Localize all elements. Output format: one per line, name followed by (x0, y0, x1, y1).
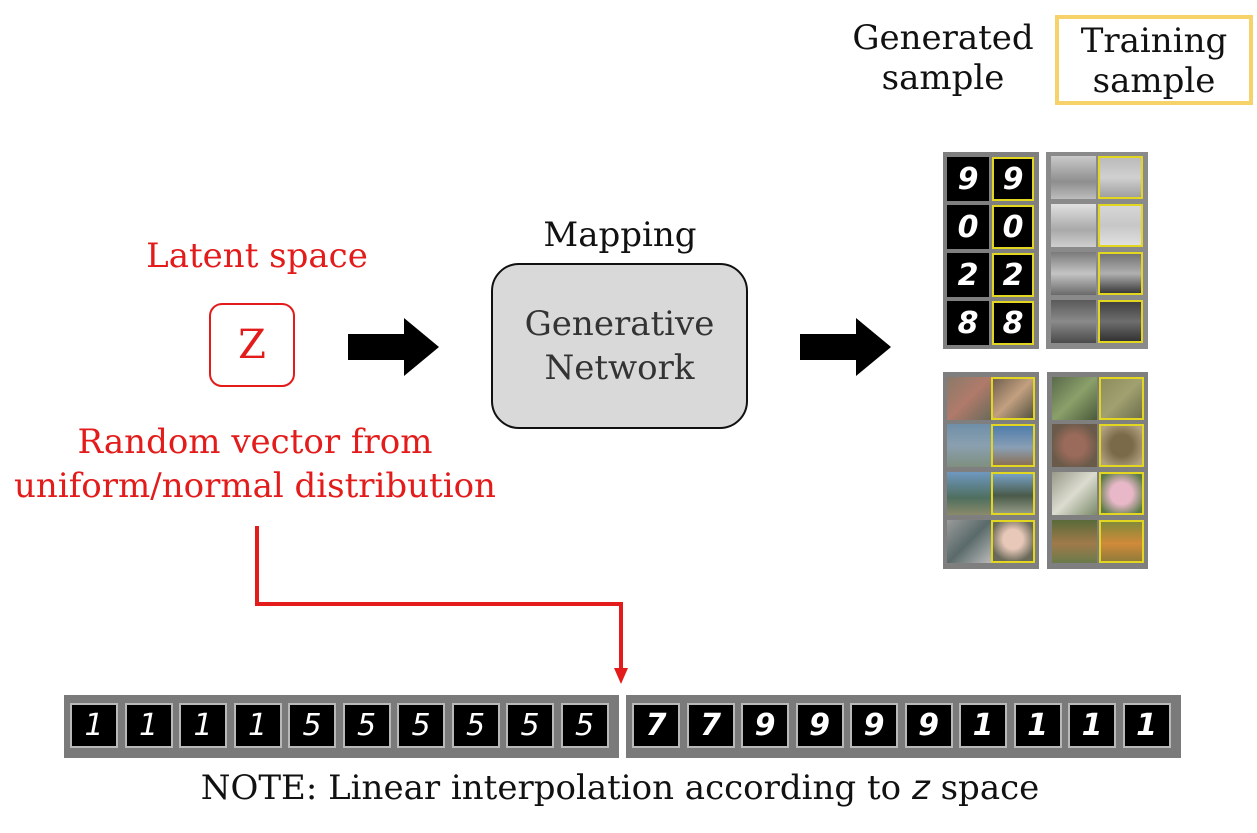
interpolation-digit-frame: 7 (686, 703, 735, 748)
face-image (1051, 252, 1096, 295)
cifar-image (991, 377, 1035, 420)
training-digit-image: 8 (992, 301, 1034, 345)
random-vector-from: from (340, 422, 433, 462)
interpolation-digit-frame: 5 (342, 703, 391, 748)
cifar-image (991, 520, 1035, 563)
training-digit-image: 9 (992, 157, 1034, 201)
arrow-right-icon (800, 318, 891, 376)
interpolation-digit-frame: 1 (70, 703, 118, 748)
face-image (1098, 252, 1143, 295)
generated-digit-image: 2 (947, 253, 989, 297)
cifar-image (991, 472, 1035, 515)
generated-legend-line1: Generated (852, 18, 1034, 58)
generative-network-box: Generative Network (491, 263, 748, 429)
generated-digit-image: 8 (947, 301, 989, 345)
z-vector-box: Z (209, 303, 295, 387)
network-line2: Network (544, 348, 695, 388)
cifar-image (1099, 472, 1144, 515)
z-symbol: Z (238, 322, 266, 368)
interpolation-digit-frame: 1 (1013, 703, 1062, 748)
training-legend-line2: sample (1092, 61, 1216, 101)
interpolation-digit-frame: 7 (632, 703, 680, 748)
face-image (1051, 204, 1096, 247)
cifar-image (947, 520, 991, 563)
cifar-image (947, 377, 991, 420)
note-z: z (911, 768, 930, 808)
cifar-image (947, 424, 991, 467)
arrow-right-icon (348, 318, 439, 376)
cifar-image (1052, 472, 1097, 515)
interpolation-digit-frame: 9 (741, 703, 789, 748)
face-image (1098, 204, 1143, 247)
interpolation-digit-frame: 1 (233, 703, 282, 748)
interpolation-digit-frame: 5 (560, 703, 609, 748)
random-vector-label: Random vector (77, 422, 341, 462)
generated-sample-legend: Generated sample (848, 18, 1038, 98)
face-image (1051, 300, 1096, 343)
generated-digit-image: 0 (947, 205, 989, 249)
distribution-text: uniform/normal distribution (14, 466, 496, 506)
cifar-image (1099, 377, 1144, 420)
interpolation-digit-frame: 5 (451, 703, 500, 748)
cifar-image (1052, 520, 1097, 563)
interpolation-digit-frame: 1 (959, 703, 1007, 748)
interpolation-digit-frame: 5 (506, 703, 554, 748)
training-legend-line1: Training (1080, 21, 1228, 61)
interpolation-digit-frame: 5 (288, 703, 336, 748)
face-sample-panel (1046, 152, 1148, 349)
cifar-image (1052, 424, 1097, 467)
interpolation-digit-frame: 1 (124, 703, 173, 748)
mapping-label: Mapping (543, 215, 697, 255)
training-digit-image: 2 (992, 253, 1034, 297)
cifar-image (1099, 424, 1144, 467)
interpolation-digit-frame: 1 (1122, 703, 1171, 748)
cifar-image (947, 472, 991, 515)
interpolation-digit-frame: 9 (795, 703, 844, 748)
interpolation-note: NOTE: Linear interpolation according to … (0, 768, 1240, 808)
network-line1: Generative (524, 304, 715, 344)
interpolation-digit-frame: 1 (1068, 703, 1116, 748)
interpolation-connector-arrow (255, 526, 628, 684)
note-suffix: space (929, 768, 1040, 808)
generated-legend-line2: sample (881, 58, 1005, 98)
cifar-image (1052, 377, 1097, 420)
interpolation-digit-frame: 9 (904, 703, 953, 748)
interpolation-digit-frame: 5 (397, 703, 445, 748)
generated-digit-image: 9 (947, 157, 989, 201)
face-image (1098, 156, 1143, 199)
interpolation-digit-frame: 9 (850, 703, 898, 748)
note-prefix: NOTE: Linear interpolation according to (200, 768, 912, 808)
face-image (1098, 300, 1143, 343)
cifar-sample-panel-left (943, 372, 1039, 569)
cifar-sample-panel-right (1047, 372, 1148, 569)
random-vector-caption: Random vector from uniform/normal distri… (0, 420, 510, 508)
interpolation-digit-frame: 1 (179, 703, 227, 748)
training-sample-legend: Training sample (1055, 15, 1253, 105)
latent-space-title: Latent space (146, 236, 368, 276)
cifar-image (1099, 520, 1144, 563)
cifar-image (991, 424, 1035, 467)
face-image (1051, 156, 1096, 199)
training-digit-image: 0 (992, 205, 1034, 249)
